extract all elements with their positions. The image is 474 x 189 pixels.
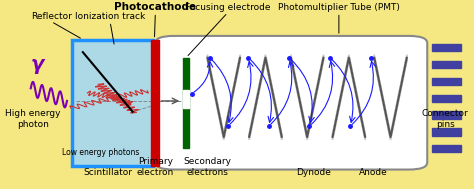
Text: γ: γ bbox=[31, 55, 44, 74]
Bar bbox=[182, 58, 189, 148]
Bar bbox=[432, 95, 461, 102]
Bar bbox=[151, 40, 158, 166]
Bar bbox=[432, 145, 461, 152]
Text: Primary
electron: Primary electron bbox=[137, 157, 174, 177]
Text: Photomultiplier Tube (PMT): Photomultiplier Tube (PMT) bbox=[278, 3, 400, 12]
Bar bbox=[432, 112, 461, 119]
Bar bbox=[432, 128, 461, 136]
Text: Low energy photons: Low energy photons bbox=[62, 148, 140, 157]
Bar bbox=[432, 78, 461, 85]
Bar bbox=[432, 44, 461, 51]
Text: Connector
pins: Connector pins bbox=[422, 109, 469, 129]
Text: High energy
photon: High energy photon bbox=[5, 109, 61, 129]
Text: Anode: Anode bbox=[358, 168, 387, 177]
Text: Secondary
electrons: Secondary electrons bbox=[183, 157, 231, 177]
Text: Reflector: Reflector bbox=[31, 12, 72, 22]
FancyBboxPatch shape bbox=[155, 36, 427, 170]
FancyBboxPatch shape bbox=[72, 40, 153, 166]
Bar bbox=[432, 61, 461, 68]
Text: Scintillator: Scintillator bbox=[83, 168, 132, 177]
Text: Ionization track: Ionization track bbox=[75, 12, 145, 22]
Text: Focusing electrode: Focusing electrode bbox=[185, 3, 271, 12]
Text: Photocathode: Photocathode bbox=[114, 2, 196, 12]
Bar bbox=[182, 90, 189, 108]
Text: Dynode: Dynode bbox=[297, 168, 331, 177]
